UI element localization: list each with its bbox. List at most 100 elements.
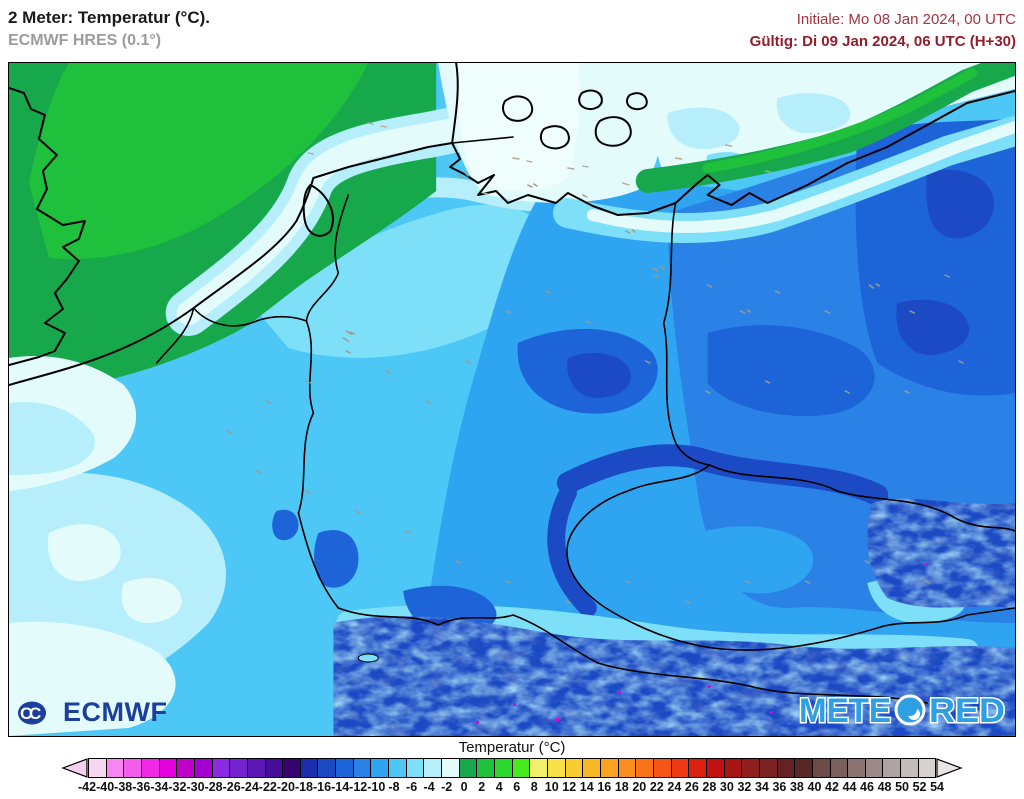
svg-text:C: C — [20, 704, 32, 723]
temperature-fill-layer — [9, 63, 1015, 736]
header-left: 2 Meter: Temperatur (°C). ECMWF HRES (0.… — [8, 7, 210, 52]
header-right: Initiale: Mo 08 Jan 2024, 00 UTC Gültig:… — [750, 9, 1016, 53]
colorbar-cell — [618, 759, 637, 777]
colorbar-cell — [406, 759, 425, 777]
colorbar-tick-label: 10 — [544, 780, 559, 794]
colorbar-cell — [795, 759, 813, 777]
colorbar-tick-label: 44 — [842, 780, 857, 794]
colorbar-tick-label: -28 — [204, 780, 223, 794]
colorbar-cell — [159, 759, 178, 777]
colorbar-cell — [212, 759, 231, 777]
colorbar-tick-label: -8 — [388, 780, 400, 794]
colorbar — [61, 758, 963, 778]
model-subtitle: ECMWF HRES (0.1°) — [8, 31, 162, 49]
colorbar-cell — [477, 759, 496, 777]
colorbar-tick-label: 18 — [614, 780, 629, 794]
coastline-layer — [9, 63, 1015, 386]
colorbar-cell — [777, 759, 796, 777]
colorbar-cell — [724, 759, 743, 777]
city-speckles — [225, 172, 964, 604]
colorbar-cell — [636, 759, 654, 777]
colorbar-tick-label: -2 — [441, 780, 453, 794]
meteored-logo-text-right: RED — [929, 692, 1005, 730]
colorbar-tick-label: -38 — [114, 780, 133, 794]
colorbar-cell — [318, 759, 337, 777]
colorbar-cell — [177, 759, 195, 777]
colorbar-tick-label: -36 — [132, 780, 151, 794]
colorbar-cell — [583, 759, 601, 777]
colorbar-cell — [230, 759, 248, 777]
colorbar-cell — [918, 759, 936, 777]
colorbar-cell — [565, 759, 584, 777]
colorbar-tick-label: 34 — [754, 780, 769, 794]
colorbar-cell — [865, 759, 884, 777]
colorbar-section: Temperatur (°C) -42 -40 -38 -36 -34 -32 -30 -28… — [0, 737, 1024, 799]
colorbar-tick-label: 36 — [772, 780, 787, 794]
colorbar-left-arrow — [61, 758, 88, 778]
colorbar-cell — [247, 759, 266, 777]
colorbar-tick-label: 24 — [667, 780, 682, 794]
colorbar-cell — [389, 759, 407, 777]
colorbar-cell — [459, 759, 478, 777]
ecmwf-logo: C C ECMWF — [17, 697, 167, 728]
colorbar-cell — [671, 759, 690, 777]
colorbar-cell — [848, 759, 866, 777]
colorbar-tick-label: 46 — [860, 780, 874, 794]
colorbar-tick-label: 48 — [877, 780, 892, 794]
page-title: 2 Meter: Temperatur (°C). — [8, 8, 211, 27]
colorbar-tick-label: -16 — [313, 780, 332, 794]
colorbar-tick-label: 26 — [684, 780, 699, 794]
colorbar-cell — [106, 759, 125, 777]
meteored-logo: METE RED — [798, 691, 1007, 731]
meteored-logo-text-left: METE — [799, 692, 891, 730]
colorbar-tick-label: 50 — [895, 780, 909, 794]
colorbar-tick-label: -6 — [406, 780, 418, 794]
colorbar-tick-label: 2 — [478, 780, 486, 794]
colorbar-cell — [653, 759, 672, 777]
colorbar-cell — [88, 759, 107, 777]
svg-text:C: C — [29, 704, 41, 723]
colorbar-cell — [371, 759, 390, 777]
colorbar-cell — [353, 759, 372, 777]
colorbar-tick-label: 16 — [597, 780, 612, 794]
init-time-label: Initiale: Mo 08 Jan 2024, 00 UTC — [796, 11, 1016, 28]
colorbar-cell — [336, 759, 354, 777]
colorbar-cell — [830, 759, 849, 777]
ecmwf-logo-icon: C C — [18, 701, 46, 724]
colorbar-cell — [901, 759, 919, 777]
colorbar-tick-label: 40 — [807, 780, 822, 794]
colorbar-cell — [706, 759, 725, 777]
colorbar-cell — [548, 759, 566, 777]
colorbar-tick-label: 20 — [632, 780, 647, 794]
colorbar-tick-label: -30 — [186, 780, 205, 794]
map-area: C C ECMWF METE RED — [8, 62, 1016, 737]
colorbar-tick-label: 14 — [579, 780, 594, 794]
colorbar-tick-label: -14 — [331, 780, 350, 794]
border-layer — [155, 136, 1015, 704]
colorbar-tick-label: 28 — [702, 780, 717, 794]
sea-speckles — [307, 122, 772, 195]
colorbar-tick-label: -20 — [276, 780, 295, 794]
colorbar-tick-label: 8 — [530, 780, 538, 794]
colorbar-labels: -42 -40 -38 -36 -34 -32 -30 -28 -26 -24 -22 -20 -18-… — [78, 780, 946, 794]
colorbar-tick-label: -4 — [423, 780, 435, 794]
colorbar-tick-label: 6 — [513, 780, 521, 794]
temperature-map-svg — [9, 63, 1015, 736]
colorbar-cell — [124, 759, 142, 777]
colorbar-tick-label: 32 — [737, 780, 752, 794]
colorbar-cell — [495, 759, 513, 777]
header: 2 Meter: Temperatur (°C). ECMWF HRES (0.… — [0, 0, 1024, 62]
colorbar-tick-label: 12 — [562, 780, 577, 794]
colorbar-cell — [442, 759, 460, 777]
colorbar-tick-label: -32 — [168, 780, 187, 794]
colorbar-cell — [689, 759, 707, 777]
colorbar-cell — [265, 759, 284, 777]
colorbar-tick-label: 54 — [930, 780, 945, 794]
ecmwf-logo-text: ECMWF — [63, 697, 168, 727]
colorbar-tick-label: 22 — [649, 780, 664, 794]
colorbar-title: Temperatur (°C) — [458, 739, 566, 756]
colorbar-tick-label: 38 — [789, 780, 804, 794]
colorbar-tick-label: -34 — [150, 780, 169, 794]
colorbar-cell — [530, 759, 548, 777]
colorbar-tick-label: 4 — [495, 780, 503, 794]
